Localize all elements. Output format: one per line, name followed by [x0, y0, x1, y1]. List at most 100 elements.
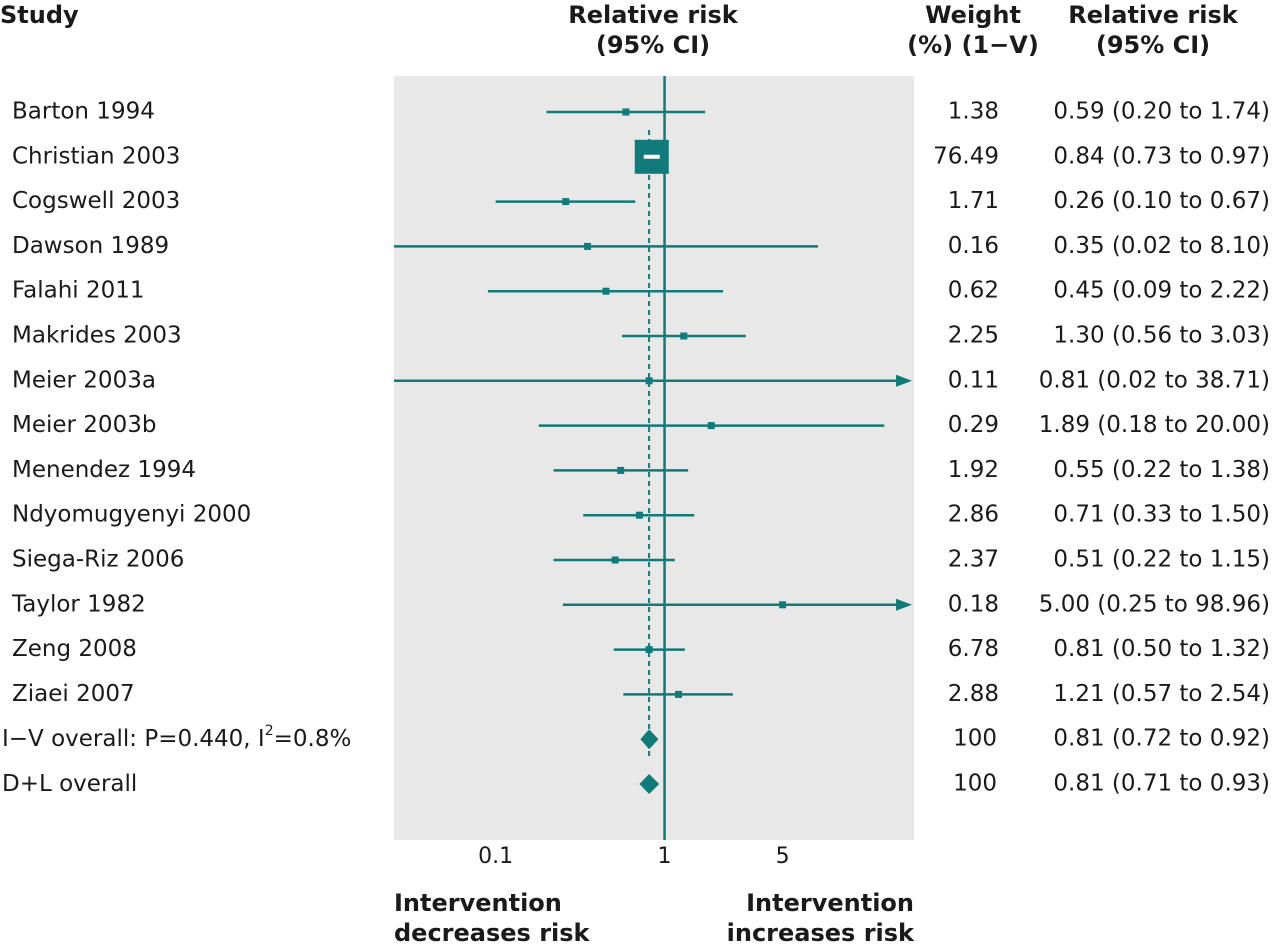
study-mark-group [487, 287, 724, 295]
relative-risk-plot-header: Relative risk (95% CI) [540, 0, 766, 60]
pooled-estimate-diamond [639, 774, 660, 794]
rr-header-line1: Relative risk [568, 1, 738, 29]
study-weight: 1.92 [948, 457, 999, 483]
footer-right-line2: increases risk [726, 919, 914, 947]
point-estimate-marker [779, 601, 787, 609]
study-relative-risk-ci: 0.71 (0.33 to 1.50) [1053, 502, 1270, 528]
x-tick-label: 1 [658, 844, 672, 869]
study-mark-group [553, 466, 689, 474]
study-mark-group [394, 374, 912, 387]
study-mark-group [553, 556, 675, 564]
overall-relative-risk-ci: 0.81 (0.72 to 0.92) [1053, 726, 1270, 752]
study-weight: 2.88 [948, 681, 999, 707]
point-estimate-marker [602, 287, 610, 295]
x-tick-label: 0.1 [478, 844, 513, 869]
relative-risk-ci-column-header: Relative risk (95% CI) [1040, 0, 1266, 60]
study-weight: 2.25 [948, 323, 999, 349]
study-name: Ziaei 2007 [12, 681, 135, 707]
study-mark-group [538, 422, 885, 430]
study-mark-group [634, 139, 669, 174]
study-relative-risk-ci: 1.89 (0.18 to 20.00) [1039, 412, 1270, 438]
study-name: Dawson 1989 [12, 233, 169, 259]
study-name: Cogswell 2003 [12, 188, 180, 214]
study-mark-group [622, 332, 746, 340]
study-name: Taylor 1982 [11, 591, 146, 617]
study-relative-risk-ci: 0.51 (0.22 to 1.15) [1053, 547, 1270, 573]
study-column-header: Study [0, 0, 79, 30]
study-name: Meier 2003b [12, 412, 156, 438]
rr-header-line2: (95% CI) [595, 31, 711, 59]
overall-label-text-tail: =0.8% [274, 726, 352, 752]
overall-label-superscript: 2 [265, 723, 274, 739]
point-estimate-marker [562, 198, 570, 206]
study-weight: 0.11 [948, 367, 999, 393]
weight-header-line2: (%) (1−V) [907, 31, 1039, 59]
point-estimate-marker [622, 108, 630, 116]
overall-weight: 100 [953, 726, 997, 752]
plot-panel-background [394, 76, 914, 840]
study-mark-group [613, 646, 685, 654]
footer-left-line2: decreases risk [394, 919, 590, 947]
study-relative-risk-ci: 1.21 (0.57 to 2.54) [1053, 681, 1270, 707]
study-mark-group [546, 108, 706, 116]
overall-weight: 100 [953, 771, 997, 797]
weight-column-header: Weight (%) (1−V) [898, 0, 1048, 60]
study-name: Falahi 2011 [12, 278, 145, 304]
study-name: Meier 2003a [12, 367, 156, 393]
x-tick-label: 5 [776, 844, 790, 869]
study-name: Menendez 1994 [12, 457, 196, 483]
point-estimate-marker [584, 242, 592, 250]
study-name: Christian 2003 [12, 143, 180, 169]
study-relative-risk-ci: 0.55 (0.22 to 1.38) [1053, 457, 1270, 483]
study-weight: 0.18 [948, 591, 999, 617]
plot-marks [394, 76, 912, 840]
study-name: Barton 1994 [12, 99, 155, 125]
overall-label: D+L overall [2, 771, 137, 797]
footer-decreases-risk: Intervention decreases risk [394, 888, 590, 948]
study-relative-risk-ci: 0.81 (0.50 to 1.32) [1053, 636, 1270, 662]
rrci-header-line2: (95% CI) [1095, 31, 1211, 59]
x-axis-ticks: 0.1 1 5 [478, 844, 789, 869]
overall-label: I−V overall: P=0.440, I2=0.8% [2, 723, 351, 752]
study-name: Siega-Riz 2006 [12, 547, 184, 573]
study-weight: 2.86 [948, 502, 999, 528]
study-weight: 1.38 [948, 99, 999, 125]
point-estimate-marker [645, 377, 653, 385]
point-estimate-marker [645, 646, 653, 654]
study-header-label: Study [0, 1, 79, 29]
point-estimate-marker [635, 511, 643, 519]
footer-left-line1: Intervention [394, 889, 562, 917]
study-name: Makrides 2003 [12, 323, 182, 349]
point-estimate-marker [707, 422, 715, 430]
ci-truncation-arrow-icon [896, 598, 912, 611]
study-relative-risk-ci: 0.26 (0.10 to 0.67) [1053, 188, 1270, 214]
overall-label-text: I−V overall: P=0.440, I [2, 726, 265, 752]
study-mark-group [562, 598, 912, 611]
study-relative-risk-ci: 1.30 (0.56 to 3.03) [1053, 323, 1270, 349]
study-weight: 6.78 [948, 636, 999, 662]
point-estimate-marker [675, 690, 683, 698]
study-mark-group [583, 511, 695, 519]
study-weight: 2.37 [948, 547, 999, 573]
study-name: Zeng 2008 [12, 636, 137, 662]
pooled-estimate-diamond [640, 729, 659, 750]
study-name: Ndyomugyenyi 2000 [12, 502, 251, 528]
study-relative-risk-ci: 5.00 (0.25 to 98.96) [1039, 591, 1270, 617]
study-mark-group [495, 198, 636, 206]
ci-truncation-arrow-icon [896, 374, 912, 387]
study-weight: 0.16 [948, 233, 999, 259]
study-weight: 0.29 [948, 412, 999, 438]
overall-label-text: D+L overall [2, 771, 137, 797]
study-weight: 76.49 [933, 143, 999, 169]
overall-relative-risk-ci: 0.81 (0.71 to 0.93) [1053, 771, 1270, 797]
study-weight: 1.71 [948, 188, 999, 214]
rrci-header-line1: Relative risk [1068, 1, 1238, 29]
footer-increases-risk: Intervention increases risk [690, 888, 914, 948]
study-relative-risk-ci: 0.35 (0.02 to 8.10) [1053, 233, 1270, 259]
point-estimate-marker [680, 332, 688, 340]
study-weight: 0.62 [948, 278, 999, 304]
study-relative-risk-ci: 0.81 (0.02 to 38.71) [1039, 367, 1270, 393]
footer-right-line1: Intervention [746, 889, 914, 917]
study-relative-risk-ci: 0.59 (0.20 to 1.74) [1053, 99, 1270, 125]
